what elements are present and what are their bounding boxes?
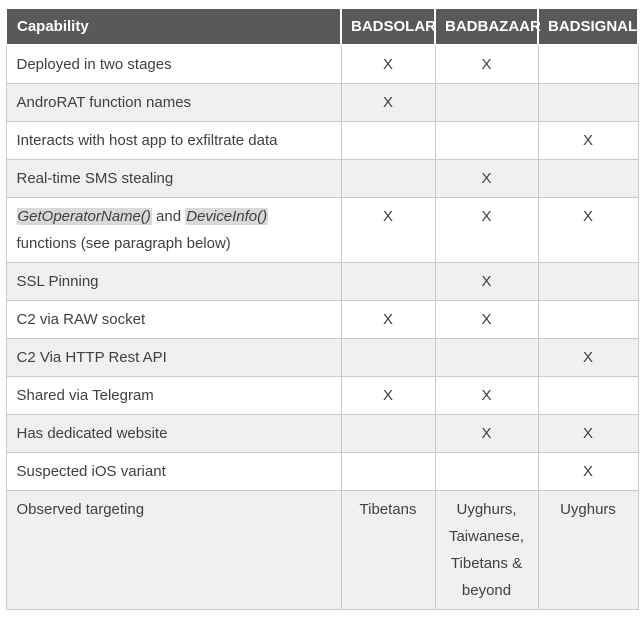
- badsolar-cell: [340, 262, 436, 301]
- table-row: Real-time SMS stealing X: [5, 159, 639, 198]
- capability-cell: Has dedicated website: [5, 414, 342, 453]
- table-body: Deployed in two stages X X AndroRAT functio…: [5, 44, 639, 610]
- header-badsignal: BADSIGNAL: [537, 7, 639, 46]
- badbazaar-cell: [434, 338, 539, 377]
- header-badsolar: BADSOLAR: [340, 7, 436, 46]
- capability-table: Capability BADSOLAR BADBAZAAR BADSIGNAL …: [5, 7, 639, 610]
- badbazaar-cell: X: [434, 414, 539, 453]
- badbazaar-cell: X: [434, 197, 539, 263]
- header-row: Capability BADSOLAR BADBAZAAR BADSIGNAL: [5, 7, 639, 46]
- table-row: Has dedicated website X X: [5, 414, 639, 453]
- capability-cell: C2 via RAW socket: [5, 300, 342, 339]
- badsignal-cell: [537, 159, 639, 198]
- capability-cell: Shared via Telegram: [5, 376, 342, 415]
- capability-cell: Real-time SMS stealing: [5, 159, 342, 198]
- badsignal-cell: [537, 262, 639, 301]
- badsolar-cell: X: [340, 44, 436, 84]
- badsolar-cell: [340, 338, 436, 377]
- table-row: Shared via Telegram X X: [5, 376, 639, 415]
- header-badbazaar: BADBAZAAR: [434, 7, 541, 46]
- badsignal-cell: [537, 376, 639, 415]
- badsignal-cell: X: [537, 121, 639, 160]
- badsolar-cell: Tibetans: [340, 490, 436, 610]
- badsignal-cell: X: [537, 452, 639, 491]
- table-row: C2 Via HTTP Rest API X: [5, 338, 639, 377]
- capability-cell: SSL Pinning: [5, 262, 342, 301]
- capability-text: and: [151, 208, 186, 225]
- badsolar-cell: [340, 414, 436, 453]
- badsignal-cell: [537, 44, 639, 84]
- badsolar-cell: X: [340, 83, 436, 122]
- badsignal-cell: [537, 300, 639, 339]
- table-row: GetOperatorName() and DeviceInfo() functi…: [5, 197, 639, 263]
- badbazaar-cell: Uyghurs, Taiwanese, Tibetans & beyond: [434, 490, 539, 610]
- table-row: SSL Pinning X: [5, 262, 639, 301]
- capability-cell: AndroRAT function names: [5, 83, 342, 122]
- capability-cell: Interacts with host app to exfiltrate da…: [5, 121, 342, 160]
- capability-cell: Observed targeting: [5, 490, 342, 610]
- badsolar-cell: X: [340, 197, 436, 263]
- capability-cell: Deployed in two stages: [5, 44, 342, 84]
- badsignal-cell: X: [537, 338, 639, 377]
- badbazaar-cell: X: [434, 300, 539, 339]
- header-capability: Capability: [5, 7, 342, 46]
- badbazaar-cell: [434, 121, 539, 160]
- badsignal-cell: X: [537, 197, 639, 263]
- badsolar-cell: [340, 452, 436, 491]
- capability-cell: Suspected iOS variant: [5, 452, 342, 491]
- code-span: GetOperatorName(): [16, 208, 152, 225]
- badbazaar-cell: X: [434, 159, 539, 198]
- badsignal-cell: X: [537, 414, 639, 453]
- code-span: DeviceInfo(): [185, 208, 269, 225]
- badsignal-cell: Uyghurs: [537, 490, 639, 610]
- badsignal-cell: [537, 83, 639, 122]
- badbazaar-cell: [434, 83, 539, 122]
- table-row: AndroRAT function names X: [5, 83, 639, 122]
- badsolar-cell: X: [340, 300, 436, 339]
- badsolar-cell: [340, 121, 436, 160]
- badsolar-cell: X: [340, 376, 436, 415]
- table-row: Observed targeting Tibetans Uyghurs, Taiwa…: [5, 490, 639, 610]
- table-row: C2 via RAW socket X X: [5, 300, 639, 339]
- badbazaar-cell: X: [434, 262, 539, 301]
- badbazaar-cell: [434, 452, 539, 491]
- badbazaar-cell: X: [434, 376, 539, 415]
- badsolar-cell: [340, 159, 436, 198]
- capability-cell: C2 Via HTTP Rest API: [5, 338, 342, 377]
- table-row: Interacts with host app to exfiltrate da…: [5, 121, 639, 160]
- capability-text: functions (see paragraph below): [16, 235, 231, 252]
- capability-cell: GetOperatorName() and DeviceInfo() functi…: [5, 197, 342, 263]
- badbazaar-cell: X: [434, 44, 539, 84]
- table-row: Deployed in two stages X X: [5, 44, 639, 84]
- table-row: Suspected iOS variant X: [5, 452, 639, 491]
